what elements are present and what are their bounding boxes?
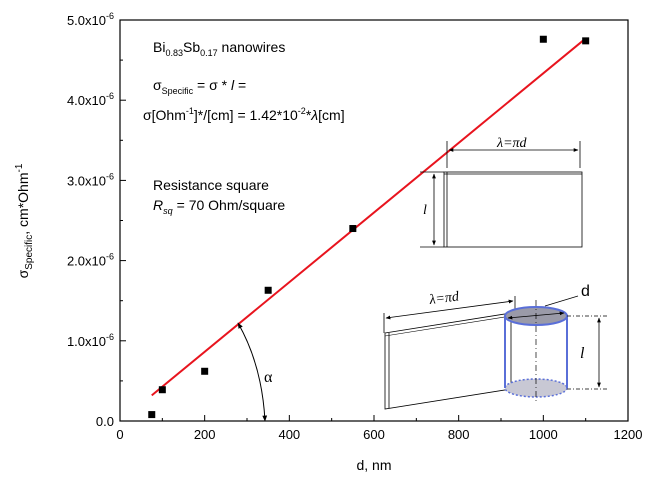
data-point bbox=[349, 225, 357, 233]
inset-bottom-diameter-label: d bbox=[581, 283, 590, 300]
data-point bbox=[148, 411, 156, 419]
y-axis-label: σSpecific, cm*Ohm-1 bbox=[14, 163, 35, 278]
data-points bbox=[148, 35, 590, 419]
data-point bbox=[264, 286, 272, 294]
y-label-sigma: σ bbox=[15, 269, 31, 278]
data-point bbox=[158, 386, 166, 394]
y-label-superscript: -1 bbox=[14, 163, 25, 172]
y-tick-label: 3.0x10-6 bbox=[67, 171, 114, 188]
data-point bbox=[201, 367, 209, 375]
inset-top-height-label: l bbox=[423, 203, 427, 218]
angle-arc bbox=[237, 322, 268, 422]
resistance-title: Resistance square bbox=[153, 177, 269, 193]
y-tick-label: 4.0x10-6 bbox=[67, 91, 114, 108]
x-tick-label: 1000 bbox=[529, 427, 558, 442]
x-tick-label: 200 bbox=[194, 427, 216, 442]
material-label: Bi0.83Sb0.17 nanowires bbox=[153, 39, 285, 58]
fit-line bbox=[151, 37, 587, 397]
y-label-subscript: Specific bbox=[24, 235, 35, 270]
y-tick-label: 5.0x10-6 bbox=[67, 11, 114, 28]
formula-line-2: σ[Ohm-1]*/[cm] = 1.42*10-2*λ[cm] bbox=[143, 106, 345, 123]
angle-label: α bbox=[264, 369, 273, 386]
inset-bottom-width-label: λ=πd bbox=[428, 289, 461, 308]
data-point bbox=[539, 35, 547, 43]
inset-sheet bbox=[384, 312, 512, 410]
inset-square-diagram: λ=πd l bbox=[420, 136, 583, 248]
x-tick-label: 1200 bbox=[614, 427, 643, 442]
inset-sheet-edge-2 bbox=[384, 315, 512, 337]
y-axis-ticks: 0.0 1.0x10-6 2.0x10-6 3.0x10-6 4.0x10-6 5.0x1… bbox=[67, 11, 126, 429]
angle-annotation: α bbox=[237, 322, 273, 422]
inset-top-width-label: λ=πd bbox=[496, 136, 528, 151]
inset-bottom-width-arrow bbox=[385, 299, 514, 320]
formula-line-1: σSpecific = σ * l = bbox=[153, 77, 246, 96]
inset-cylinder-diagram: λ=πd d l bbox=[383, 283, 607, 410]
resistance-value: Rsq = 70 Ohm/square bbox=[153, 197, 285, 216]
x-tick-label: 600 bbox=[363, 427, 385, 442]
data-point bbox=[582, 37, 590, 45]
y-tick-label: 2.0x10-6 bbox=[67, 252, 114, 269]
x-tick-label: 0 bbox=[116, 427, 123, 442]
y-tick-label: 0.0 bbox=[96, 414, 114, 429]
y-tick-label: 1.0x10-6 bbox=[67, 332, 114, 349]
diameter-leader bbox=[544, 295, 579, 307]
inset-top-rect bbox=[443, 171, 583, 248]
cylinder-diameter-arrow bbox=[507, 311, 565, 320]
x-axis-ticks: 0 200 400 600 800 1000 1200 bbox=[116, 415, 642, 442]
x-axis-label: d, nm bbox=[356, 457, 391, 473]
y-label-unit: , cm*Ohm bbox=[15, 173, 31, 235]
x-tick-label: 400 bbox=[278, 427, 300, 442]
inset-bottom-height-label: l bbox=[580, 345, 585, 362]
x-tick-label: 800 bbox=[448, 427, 470, 442]
